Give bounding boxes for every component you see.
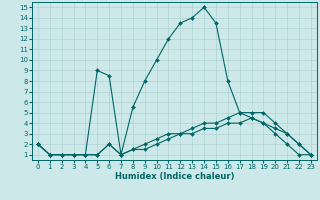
X-axis label: Humidex (Indice chaleur): Humidex (Indice chaleur) <box>115 172 234 181</box>
